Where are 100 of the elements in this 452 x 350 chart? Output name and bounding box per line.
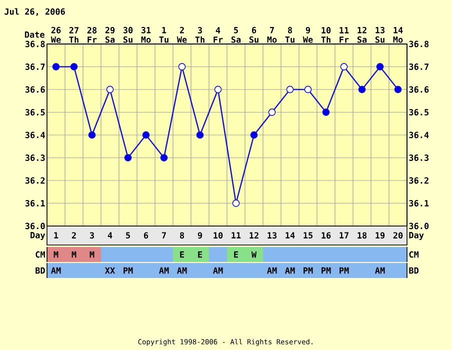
x-tick-label: 4 [108, 232, 112, 238]
x2-tick-label: 30 Su [123, 26, 133, 43]
x2-tick-label: 29 Sa [105, 26, 115, 43]
chart-title: Jul 26, 2006 [4, 8, 65, 16]
y-tick-label: 36.2 [25, 177, 45, 184]
x2-tick-label: 14 Mo [393, 27, 403, 43]
text: CM [36, 251, 45, 258]
point [196, 131, 204, 139]
y-tick-label: 36.1 [25, 200, 45, 206]
point [88, 131, 96, 139]
y2-tick-label: 36.1 [409, 200, 429, 206]
x2-tick-label: 10 Th [321, 27, 331, 43]
x2-tick-label: 5 Sa [231, 27, 241, 43]
y-tick-label: 36.8 [25, 40, 45, 48]
category-label: AM [159, 267, 169, 274]
x-tick-label: 1 [54, 232, 58, 238]
point [214, 86, 222, 94]
x2-tick-label: 13 Su [375, 26, 385, 43]
x2-tick-label: 7 Mo [267, 27, 277, 43]
category-label: M [90, 251, 94, 258]
x-tick-label: 8 [180, 232, 184, 239]
x-tick-label: 7 [162, 232, 166, 238]
y2-tick-label: 36.0 [409, 222, 429, 230]
category-label: E [180, 251, 184, 258]
point [304, 86, 312, 94]
x-tick-label: 3 [90, 232, 94, 239]
x2-tick-label: 26 We [50, 26, 61, 43]
y-tick-label: 36.5 [25, 109, 45, 116]
y2-tick-label: 36.6 [409, 86, 429, 93]
x2-tick-label: 11 Fr [340, 27, 349, 43]
text: BD [36, 267, 45, 274]
x2-tick-label: 9 We [302, 26, 313, 43]
category-label: E [234, 251, 238, 258]
category-label: PM [124, 267, 133, 274]
x-tick-label: 20 [393, 232, 403, 239]
y2-tick-label: 36.4 [409, 132, 429, 138]
point [142, 131, 150, 139]
category-label: AM [267, 267, 277, 274]
category-label: W [251, 251, 257, 258]
x-tick-label: 6 [144, 232, 148, 239]
category-label: AM [375, 267, 385, 274]
y2-tick-label: 36.8 [409, 40, 429, 48]
x2-tick-label: 6 Su [249, 26, 258, 43]
x-tick-label: 15 [304, 232, 313, 238]
category-label: PM [304, 267, 313, 274]
point [106, 86, 114, 94]
point [250, 131, 258, 139]
x-tick-label: 5 [126, 232, 130, 238]
x2-tick-label: 31 Mo [141, 26, 151, 43]
category-label: XX [105, 267, 115, 274]
category-label: E [198, 251, 202, 258]
point [376, 63, 384, 70]
x-tick-label: 11 [232, 232, 241, 238]
text: Day [409, 232, 424, 240]
y2-tick-label: 36.3 [409, 154, 429, 161]
x-tick-label: 14 [286, 232, 295, 238]
category-label: AM [213, 267, 223, 274]
x-tick-label: 2 [72, 232, 76, 238]
chart-title: BD [409, 267, 419, 274]
x-tick-label: 10 [214, 232, 223, 239]
x2-tick-label: 2 We [176, 26, 187, 43]
x2-tick-label: 28 Fr [87, 27, 97, 43]
category-label: M [72, 251, 76, 258]
x2-tick-label: 3 Th [195, 27, 204, 43]
y-tick-label: 36.6 [25, 86, 45, 93]
point [124, 154, 132, 162]
x2-tick-label: 4 Fr [214, 27, 223, 43]
x-axis-title: Day [30, 232, 46, 240]
point [340, 63, 348, 70]
y2-tick-label: 36.2 [409, 177, 428, 184]
point [268, 108, 276, 116]
x-tick-label: 16 [322, 232, 331, 239]
x-tick-label: 13 [268, 232, 277, 239]
y-tick-label: 36.7 [25, 64, 45, 70]
x-tick-label: 17 [340, 232, 348, 238]
category-label: PM [322, 267, 331, 274]
category-label: PM [340, 267, 349, 274]
x-tick-label: 12 [250, 232, 258, 238]
point [178, 63, 186, 70]
x2-tick-label: 27 Th [69, 27, 78, 43]
y-tick-label: 36.3 [25, 154, 45, 161]
point [160, 154, 168, 162]
x2-tick-label: 12 Sa [357, 26, 367, 43]
y-tick-label: 36.4 [25, 132, 45, 138]
point [394, 86, 402, 94]
x-tick-label: 9 [198, 232, 202, 239]
chart-title: CM [409, 251, 419, 258]
category-label: AM [177, 267, 187, 274]
point [286, 86, 294, 94]
point [358, 86, 366, 94]
point [322, 108, 330, 116]
point [52, 63, 60, 70]
x2-tick-label: 1 Tu [159, 27, 168, 43]
y2-tick-label: 36.7 [409, 64, 428, 70]
x2-axis-title: Date [24, 32, 44, 38]
category-label: M [54, 251, 58, 258]
y-tick-label: 36.0 [25, 222, 45, 230]
x2-tick-label: 8 Tu [285, 26, 294, 43]
point [70, 63, 78, 70]
point [232, 200, 240, 207]
